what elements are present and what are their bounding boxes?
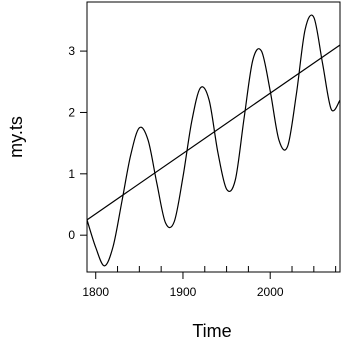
x-tick-label: 1900	[170, 285, 197, 299]
y-axis: 0 1 2 3	[68, 44, 87, 242]
series-line	[86, 14, 341, 267]
trend-line	[86, 44, 341, 221]
x-axis-label: Time	[192, 321, 231, 341]
x-tick-label: 1800	[82, 285, 109, 299]
y-axis-label: my.ts	[6, 116, 26, 158]
x-axis: 1800 1900 2000	[82, 266, 337, 299]
plot-frame	[86, 1, 341, 273]
y-tick-label: 1	[68, 167, 75, 181]
series-layer	[86, 14, 341, 267]
x-tick-label: 2000	[257, 285, 284, 299]
y-tick-label: 2	[68, 105, 75, 119]
y-tick-label: 0	[68, 228, 75, 242]
y-tick-label: 3	[68, 44, 75, 58]
